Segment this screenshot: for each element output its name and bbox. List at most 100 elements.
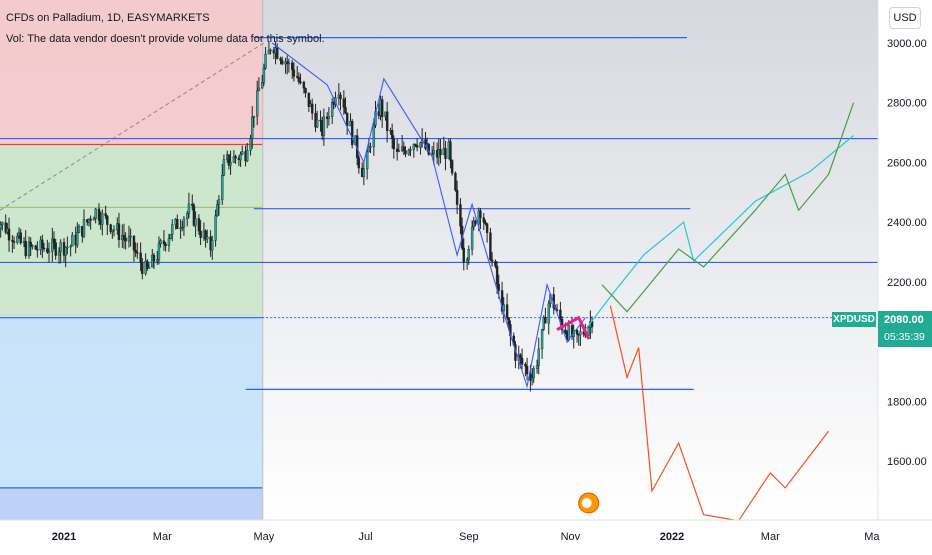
candle-body — [221, 174, 224, 200]
candle-body — [392, 138, 396, 150]
candle-body — [479, 210, 482, 218]
candle-body — [191, 203, 194, 206]
candle-body — [482, 217, 485, 223]
candle-body — [89, 218, 92, 221]
candle-body — [497, 284, 500, 291]
candle-body — [256, 90, 259, 117]
candle-body — [36, 249, 39, 251]
candle-body — [109, 224, 112, 232]
last-price-value: 2080.00 — [884, 314, 924, 326]
candle-body — [227, 154, 231, 166]
candle-body — [567, 325, 570, 340]
candle-body — [251, 117, 254, 139]
candle-body — [467, 249, 470, 260]
candle-body — [82, 219, 86, 237]
candle-body — [409, 149, 412, 151]
candle-body — [59, 242, 62, 253]
candle-body — [385, 111, 389, 131]
candle-body — [500, 290, 504, 312]
chart-title: CFDs on Palladium, 1D, EASYMARKETS — [6, 12, 210, 24]
candle-body — [310, 103, 314, 114]
candle-body — [186, 213, 189, 220]
candle-body — [292, 69, 296, 77]
candle-body — [470, 226, 474, 250]
currency-button[interactable]: USD — [889, 7, 921, 29]
candle-body — [414, 144, 417, 146]
candle-body — [92, 218, 96, 221]
candle-body — [484, 222, 487, 224]
candle-body — [139, 252, 142, 263]
zigzag-line — [271, 42, 586, 389]
x-tick-label: Mar — [153, 531, 172, 543]
candle-body — [51, 238, 54, 252]
candle-body — [474, 220, 477, 225]
candle-body — [412, 144, 416, 150]
candle-body — [159, 240, 162, 244]
x-tick-label: Mar — [761, 531, 780, 543]
candle-body — [27, 241, 31, 257]
y-tick-label: 2200.00 — [887, 277, 927, 289]
candle-body — [564, 329, 567, 334]
x-tick-label: 2021 — [52, 531, 76, 543]
candle-body — [454, 172, 457, 191]
candle-body — [229, 162, 232, 166]
candle-body — [344, 107, 347, 114]
candle-body — [31, 245, 34, 248]
y-tick-label: 1600.00 — [887, 456, 927, 468]
candle-body — [141, 262, 144, 274]
zone-blue-lower — [0, 487, 263, 520]
candle-body — [505, 304, 509, 318]
candle-body — [152, 254, 156, 262]
candle-body — [432, 150, 435, 155]
y-tick-label: 2400.00 — [887, 217, 927, 229]
candle-body — [222, 159, 226, 176]
projection-green — [601, 102, 855, 313]
candle-body — [136, 252, 139, 254]
candle-body — [380, 99, 384, 118]
projection-red — [609, 305, 830, 520]
candle-body — [252, 115, 256, 118]
candle-body — [157, 243, 161, 260]
candle-body — [176, 218, 179, 229]
candle-body — [302, 81, 306, 89]
candle-body — [41, 239, 44, 249]
candle-body — [29, 241, 32, 248]
candle-body — [462, 247, 465, 263]
candle-body — [197, 218, 201, 232]
candle-body — [112, 229, 116, 231]
candle-body — [269, 49, 272, 52]
candle-body — [179, 227, 182, 230]
candle-body — [249, 138, 252, 151]
x-tick-label: Ma — [864, 531, 880, 543]
candle-body — [299, 81, 302, 84]
candle-body — [495, 265, 499, 285]
candle-body — [547, 303, 550, 324]
candle-body — [489, 232, 492, 260]
candle-body — [94, 208, 97, 219]
time-axis-bg — [0, 520, 932, 550]
candle-body — [494, 261, 497, 267]
candle-body — [365, 151, 369, 170]
candle-body — [211, 240, 214, 251]
candle-body — [322, 116, 326, 136]
candle-body — [404, 150, 407, 155]
candle-body — [234, 156, 237, 159]
candle-body — [315, 119, 319, 128]
candle-body — [34, 245, 37, 250]
candle-body — [330, 102, 334, 117]
candle-body — [127, 236, 131, 242]
candle-body — [507, 317, 510, 325]
range-divider — [262, 0, 264, 520]
candle-body — [287, 62, 291, 65]
candle-body — [216, 204, 219, 216]
candle-body — [525, 365, 529, 375]
candle-body — [357, 157, 361, 169]
candle-body — [199, 230, 202, 238]
candle-body — [4, 222, 7, 233]
candle-body — [575, 330, 579, 335]
candle-body — [286, 61, 289, 64]
candle-body — [540, 329, 544, 350]
candle-body — [279, 58, 282, 61]
